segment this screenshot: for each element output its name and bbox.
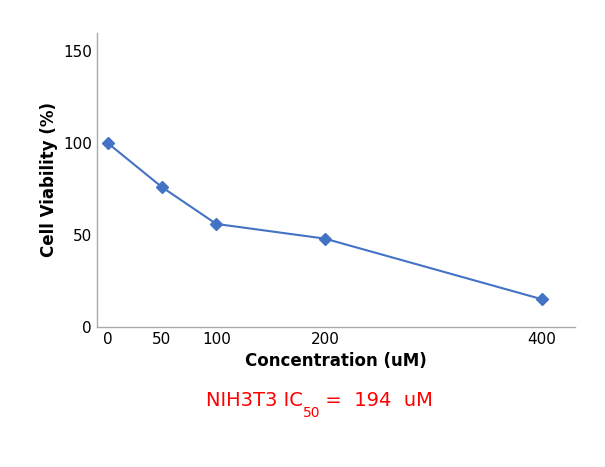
Text: NIH3T3 IC: NIH3T3 IC (206, 391, 302, 410)
Text: 50: 50 (302, 405, 320, 419)
Text: =  194  uM: = 194 uM (319, 391, 433, 410)
X-axis label: Concentration (uM): Concentration (uM) (245, 352, 427, 370)
Y-axis label: Cell Viability (%): Cell Viability (%) (39, 102, 57, 257)
